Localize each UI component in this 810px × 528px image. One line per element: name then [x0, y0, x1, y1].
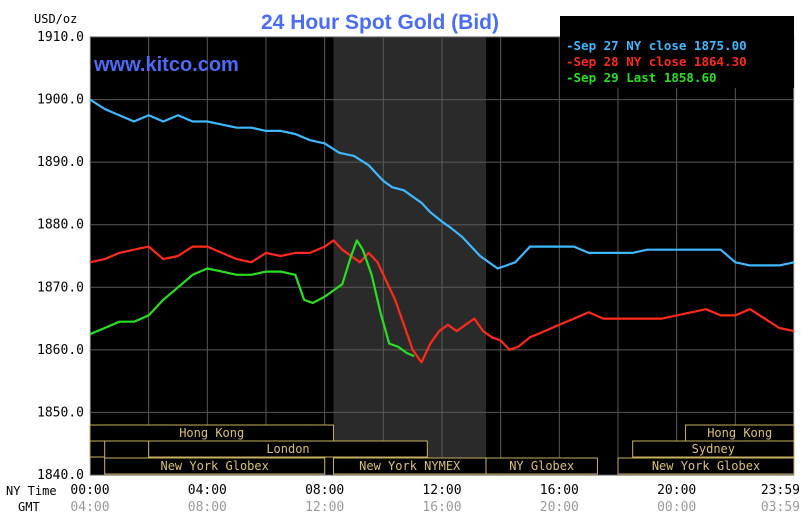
- series-line-1: [89, 98, 795, 270]
- session-bar: [617, 457, 795, 475]
- x-tick-ny-label: 12:00: [422, 483, 461, 498]
- trading-sessions: Hong Kong Hong Kong London Sydney New York G…: [89, 424, 795, 475]
- session-label: Sydney: [692, 442, 735, 456]
- session-bar: [485, 457, 598, 475]
- timestamp: September 29, 2023 11:03: [566, 20, 739, 34]
- legend-entry: -Sep 28 NY close 1864.30: [566, 54, 747, 69]
- grid-lines: [90, 36, 794, 476]
- y-axis-unit-label: USD/oz: [34, 12, 77, 26]
- x-tick-gmt-label: 08:00: [188, 500, 227, 515]
- y-tick-label: 1860.0: [37, 343, 84, 358]
- session-label: New York Globex: [160, 459, 268, 473]
- y-axis-ticks: 1910.0 1900.0 1890.0 1880.0 1870.0 1860.0 1850…: [37, 30, 84, 483]
- x-tick-ny-label: 23:59: [761, 483, 800, 498]
- x-tick-ny-label: 20:00: [657, 483, 696, 498]
- chart-title: 24 Hour Spot Gold (Bid): [261, 11, 499, 34]
- session-label: Hong Kong: [707, 426, 772, 440]
- x-tick-gmt-label: 16:00: [422, 500, 461, 515]
- legend-box: [560, 16, 794, 88]
- session-bar: [89, 440, 106, 458]
- series-lines: [89, 98, 795, 364]
- session-label: New York Globex: [652, 459, 760, 473]
- x-tick-gmt-label: 04:00: [70, 500, 109, 515]
- x-tick-ny-label: 04:00: [188, 483, 227, 498]
- nymex-shaded-region: [333, 37, 486, 475]
- y-tick-label: 1870.0: [37, 280, 84, 295]
- x-tick-gmt-label: 12:00: [305, 500, 344, 515]
- x-tick-gmt-label: 03:59: [761, 500, 800, 515]
- x-tick-ny-label: 16:00: [540, 483, 579, 498]
- x-tick-gmt-label: 20:00: [540, 500, 579, 515]
- y-tick-label: 1840.0: [37, 468, 84, 483]
- session-label: Hong Kong: [179, 426, 244, 440]
- legend: -Sep 27 NY close 1875.00-Sep 28 NY close…: [566, 38, 747, 85]
- y-tick-label: 1900.0: [37, 93, 84, 108]
- session-bar: [632, 440, 795, 458]
- y-tick-label: 1850.0: [37, 405, 84, 420]
- x-axis-ticks: 00:00 04:00 04:00 08:00 08:00 12:00 12:00 16:00…: [70, 483, 800, 515]
- legend-entry: -Sep 27 NY close 1875.00: [566, 38, 747, 53]
- watermark-url: www.kitco.com: [93, 54, 239, 76]
- y-tick-label: 1910.0: [37, 30, 84, 45]
- y-tick-label: 1890.0: [37, 155, 84, 170]
- session-label: New York NYMEX: [359, 459, 461, 473]
- x-label-gmt: GMT: [18, 500, 40, 514]
- x-tick-ny-label: 00:00: [70, 483, 109, 498]
- series-line-3: [89, 239, 415, 358]
- series-line-2: [89, 239, 795, 364]
- x-label-ny-time: NY Time: [6, 484, 57, 498]
- x-tick-ny-label: 08:00: [305, 483, 344, 498]
- session-label: London: [266, 442, 309, 456]
- session-bar: [148, 440, 428, 458]
- legend-entry: -Sep 29 Last 1858.60: [566, 70, 717, 85]
- session-bar: [104, 457, 326, 475]
- session-label: NY Globex: [509, 459, 574, 473]
- y-tick-label: 1880.0: [37, 218, 84, 233]
- x-tick-gmt-label: 00:00: [657, 500, 696, 515]
